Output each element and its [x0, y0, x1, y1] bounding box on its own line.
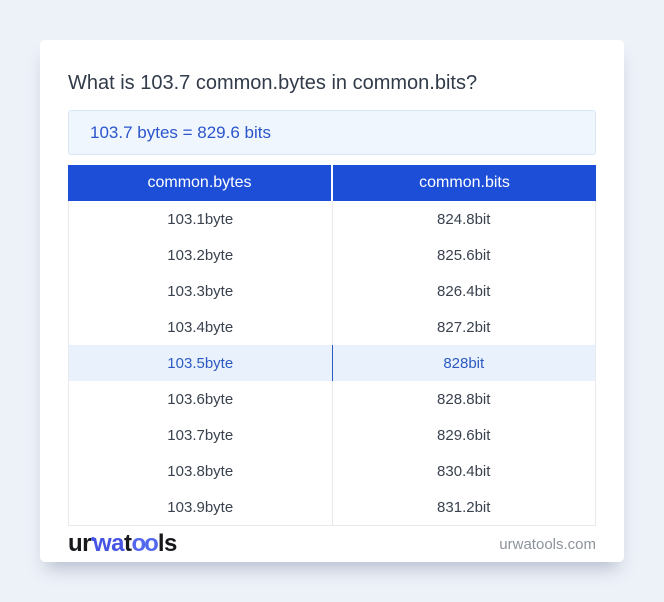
table-row[interactable]: 103.3byte 826.4bit: [69, 273, 595, 309]
table-row[interactable]: 103.8byte 830.4bit: [69, 453, 595, 489]
column-header-bytes: common.bytes: [147, 174, 252, 191]
logo-part: oo: [131, 530, 159, 557]
cell-bytes: 103.2byte: [167, 246, 234, 264]
table-body: 103.1byte 824.8bit 103.2byte 825.6bit 10…: [69, 201, 595, 525]
logo-part: ls: [157, 530, 178, 557]
cell-bytes: 103.8byte: [167, 462, 234, 480]
table-row[interactable]: 103.5byte 828bit: [69, 345, 595, 381]
table-row[interactable]: 103.7byte 829.6bit: [69, 417, 595, 453]
site-domain: urwatools.com: [499, 535, 596, 553]
table-row[interactable]: 103.9byte 831.2bit: [69, 489, 595, 525]
cell-bits: 826.4bit: [331, 273, 596, 309]
table-row[interactable]: 103.4byte 827.2bit: [69, 309, 595, 345]
cell-bits: 828.8bit: [331, 381, 596, 417]
conversion-result-text: 103.7 bytes = 829.6 bits: [90, 122, 271, 142]
cell-bits: 828bit: [331, 345, 596, 381]
cell-bytes: 103.1byte: [167, 210, 234, 228]
logo-ring-icon: [91, 537, 95, 541]
column-header-bits: common.bits: [331, 165, 596, 201]
cell-bytes: 103.3byte: [167, 282, 234, 300]
logo-part: t: [124, 530, 132, 557]
cell-bytes: 103.5byte: [167, 354, 234, 372]
conversion-result-box: 103.7 bytes = 829.6 bits: [68, 110, 596, 155]
cell-bits: 829.6bit: [331, 417, 596, 453]
cell-bits: 830.4bit: [331, 453, 596, 489]
conversion-table: common.bytes common.bits 103.1byte 824.8…: [68, 165, 596, 526]
cell-bits: 827.2bit: [331, 309, 596, 345]
logo-part: wa: [93, 530, 125, 557]
logo-part: ur: [68, 530, 92, 557]
table-row[interactable]: 103.1byte 824.8bit: [69, 201, 595, 237]
table-row[interactable]: 103.6byte 828.8bit: [69, 381, 595, 417]
page-title: What is 103.7 common.bytes in common.bit…: [68, 72, 478, 94]
cell-bits: 825.6bit: [331, 237, 596, 273]
converter-card: What is 103.7 common.bytes in common.bit…: [40, 40, 624, 562]
cell-bits: 831.2bit: [331, 489, 596, 525]
table-row[interactable]: 103.2byte 825.6bit: [69, 237, 595, 273]
brand-logo[interactable]: urwatools: [68, 530, 177, 558]
cell-bits: 824.8bit: [331, 201, 596, 237]
cell-bytes: 103.6byte: [167, 390, 234, 408]
table-header-row: common.bytes common.bits: [68, 165, 596, 201]
cell-bytes: 103.9byte: [167, 498, 234, 516]
cell-bytes: 103.7byte: [167, 426, 234, 444]
footer: urwatools urwatools.com: [68, 526, 596, 562]
cell-bytes: 103.4byte: [167, 318, 234, 336]
